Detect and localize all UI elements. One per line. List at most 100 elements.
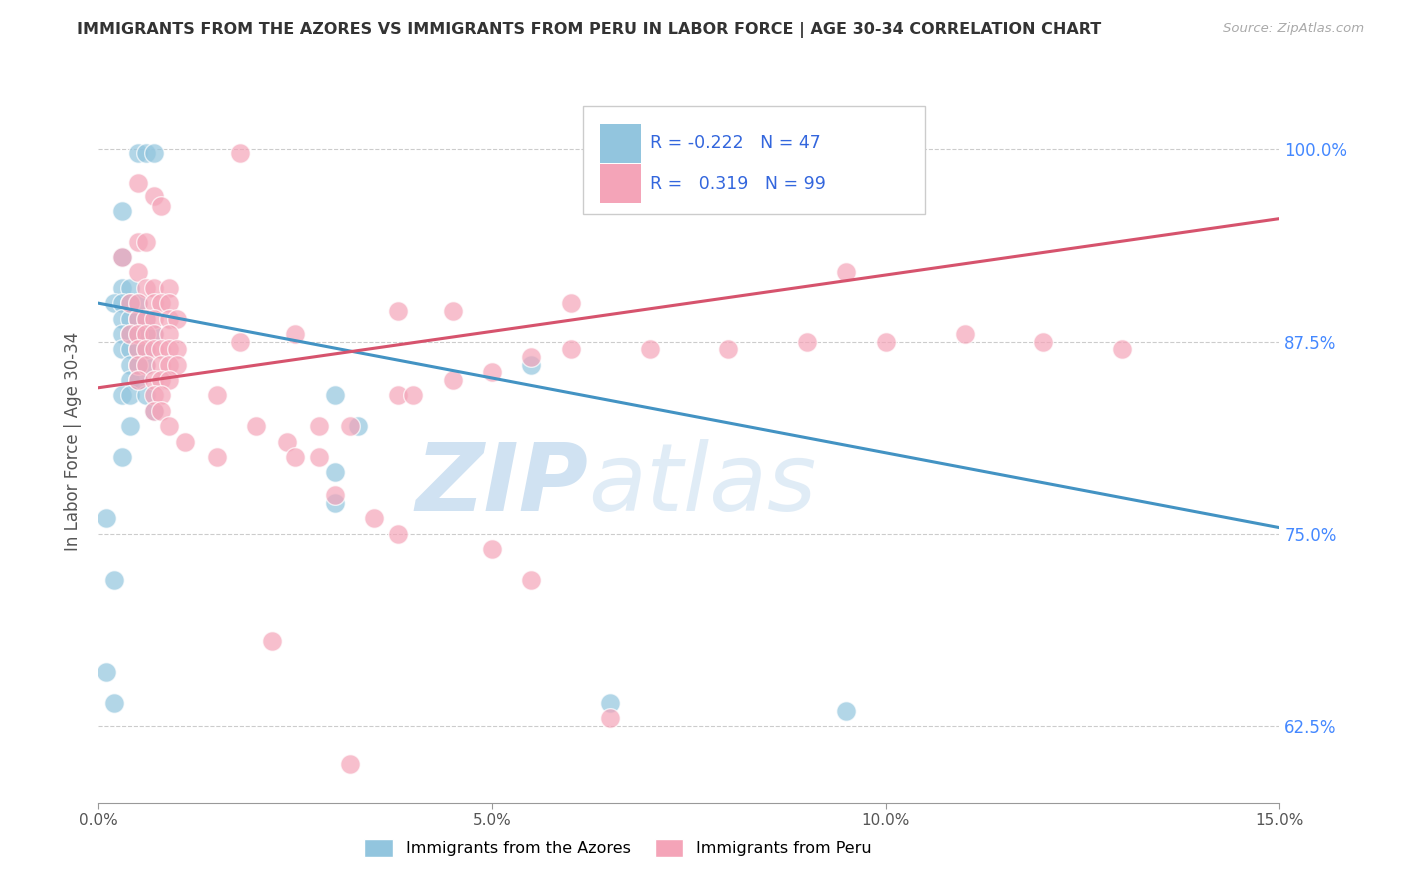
Point: [229, 334, 252, 349]
Point: [127, 176, 149, 190]
Point: [150, 404, 173, 418]
Point: [560, 343, 582, 357]
Point: [103, 696, 125, 710]
Point: [638, 343, 661, 357]
Point: [1111, 343, 1133, 357]
Point: [111, 450, 134, 464]
Text: ZIP: ZIP: [416, 439, 589, 531]
Point: [118, 343, 141, 357]
Point: [402, 388, 425, 402]
Point: [166, 358, 188, 372]
Point: [118, 326, 141, 341]
Point: [339, 757, 361, 772]
Point: [127, 296, 149, 310]
Point: [142, 326, 165, 341]
Text: R = -0.222   N = 47: R = -0.222 N = 47: [650, 134, 821, 153]
Point: [150, 199, 173, 213]
Point: [157, 358, 180, 372]
Point: [150, 388, 173, 402]
Point: [111, 250, 134, 264]
Point: [135, 326, 157, 341]
Point: [127, 265, 149, 279]
Point: [96, 665, 118, 680]
Point: [135, 311, 157, 326]
Point: [363, 511, 385, 525]
Point: [638, 145, 661, 160]
Text: atlas: atlas: [589, 440, 817, 531]
Point: [441, 373, 464, 387]
Point: [157, 296, 180, 310]
Point: [520, 358, 543, 372]
Point: [127, 296, 149, 310]
Point: [135, 358, 157, 372]
Point: [245, 419, 267, 434]
Point: [835, 704, 858, 718]
Point: [111, 388, 134, 402]
Point: [284, 326, 307, 341]
Point: [323, 488, 346, 502]
Point: [118, 388, 141, 402]
Point: [96, 511, 118, 525]
Point: [166, 343, 188, 357]
Point: [284, 450, 307, 464]
Text: IMMIGRANTS FROM THE AZORES VS IMMIGRANTS FROM PERU IN LABOR FORCE | AGE 30-34 CO: IMMIGRANTS FROM THE AZORES VS IMMIGRANTS…: [77, 22, 1101, 38]
Point: [135, 358, 157, 372]
Point: [560, 296, 582, 310]
FancyBboxPatch shape: [600, 124, 641, 162]
Point: [127, 311, 149, 326]
Point: [150, 296, 173, 310]
Point: [276, 434, 298, 449]
Point: [308, 450, 330, 464]
Point: [118, 326, 141, 341]
FancyBboxPatch shape: [600, 164, 641, 203]
Point: [118, 373, 141, 387]
Point: [323, 388, 346, 402]
Point: [481, 365, 503, 379]
Point: [599, 711, 621, 725]
Point: [875, 334, 897, 349]
Point: [118, 296, 141, 310]
Point: [127, 358, 149, 372]
Point: [796, 334, 818, 349]
Point: [157, 311, 180, 326]
Point: [339, 419, 361, 434]
Point: [111, 250, 134, 264]
Point: [157, 373, 180, 387]
Point: [441, 304, 464, 318]
Point: [127, 373, 149, 387]
Point: [127, 358, 149, 372]
Point: [127, 343, 149, 357]
Point: [135, 281, 157, 295]
Point: [127, 326, 149, 341]
Point: [111, 326, 134, 341]
Point: [142, 188, 165, 202]
Point: [135, 343, 157, 357]
Point: [135, 326, 157, 341]
Point: [127, 311, 149, 326]
Point: [205, 388, 228, 402]
Point: [127, 145, 149, 160]
Point: [127, 235, 149, 249]
Point: [387, 526, 409, 541]
Point: [387, 388, 409, 402]
Point: [157, 326, 180, 341]
Point: [118, 419, 141, 434]
Point: [166, 311, 188, 326]
Point: [717, 343, 740, 357]
Point: [118, 358, 141, 372]
Point: [118, 281, 141, 295]
Point: [150, 343, 173, 357]
Point: [111, 343, 134, 357]
Point: [118, 296, 141, 310]
Point: [103, 573, 125, 587]
FancyBboxPatch shape: [582, 105, 925, 214]
Point: [142, 145, 165, 160]
Point: [953, 326, 976, 341]
Point: [111, 311, 134, 326]
Point: [150, 358, 173, 372]
Point: [142, 281, 165, 295]
Point: [111, 281, 134, 295]
Point: [347, 419, 370, 434]
Point: [118, 311, 141, 326]
Point: [142, 343, 165, 357]
